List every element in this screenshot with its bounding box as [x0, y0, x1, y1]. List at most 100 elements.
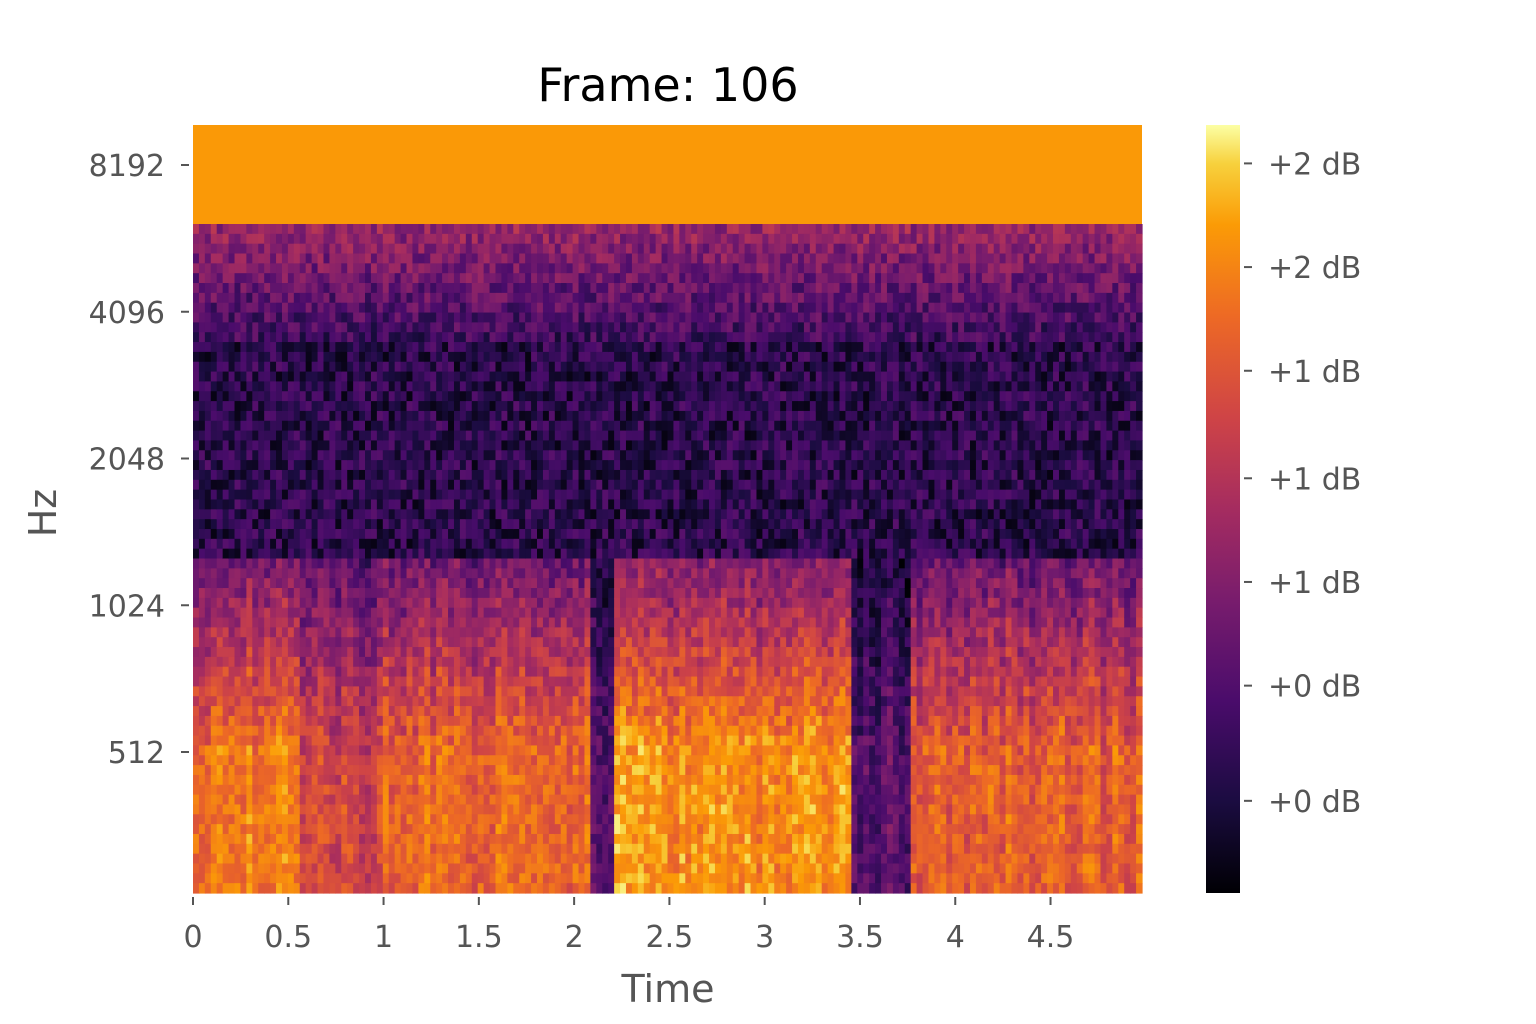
- heatmap-cell: [210, 755, 218, 766]
- heatmap-cell: [525, 224, 532, 235]
- heatmap-cell: [287, 528, 295, 540]
- heatmap-cell: [614, 873, 621, 884]
- heatmap-cell: [620, 853, 627, 865]
- heatmap-cell: [228, 558, 236, 569]
- heatmap-cell: [311, 765, 319, 776]
- heatmap-cell: [453, 233, 461, 245]
- heatmap-cell: [430, 243, 437, 255]
- heatmap-cell: [465, 351, 473, 363]
- heatmap-cell: [365, 233, 372, 245]
- heatmap-cell: [501, 706, 508, 717]
- heatmap-cell: [210, 814, 218, 825]
- heatmap-cell: [483, 420, 491, 432]
- heatmap-cell: [317, 371, 325, 383]
- heatmap-cell: [507, 824, 514, 835]
- heatmap-cell: [436, 548, 443, 560]
- heatmap-cell: [548, 824, 556, 835]
- heatmap-cell: [489, 558, 497, 569]
- heatmap-cell: [430, 430, 437, 442]
- heatmap-cell: [489, 725, 497, 737]
- heatmap-cell: [608, 558, 615, 569]
- heatmap-cell: [293, 784, 301, 796]
- heatmap-cell: [341, 371, 348, 383]
- heatmap-cell: [531, 715, 538, 727]
- heatmap-cell: [382, 440, 390, 451]
- heatmap-cell: [193, 381, 200, 392]
- heatmap-cell: [347, 302, 354, 314]
- heatmap-cell: [281, 548, 289, 560]
- heatmap-cell: [388, 332, 396, 343]
- heatmap-cell: [584, 784, 591, 796]
- heatmap-cell: [483, 597, 491, 609]
- heatmap-cell: [596, 804, 603, 815]
- heatmap-cell: [311, 588, 319, 599]
- heatmap-cell: [590, 430, 597, 442]
- heatmap-cell: [620, 312, 627, 323]
- heatmap-cell: [412, 509, 419, 520]
- heatmap-cell: [453, 499, 461, 510]
- heatmap-cell: [525, 617, 532, 628]
- heatmap-cell: [483, 578, 491, 589]
- heatmap-cell: [216, 853, 224, 865]
- heatmap-cell: [347, 430, 354, 442]
- heatmap-cell: [483, 774, 491, 786]
- heatmap-cell: [382, 322, 390, 333]
- heatmap-cell: [376, 440, 384, 451]
- heatmap-cell: [222, 460, 230, 471]
- heatmap-cell: [513, 263, 520, 274]
- heatmap-cell: [566, 322, 574, 333]
- heatmap-cell: [412, 558, 419, 569]
- heatmap-cell: [471, 774, 479, 786]
- heatmap-cell: [222, 509, 230, 520]
- heatmap-cell: [394, 853, 402, 865]
- heatmap-cell: [240, 430, 247, 442]
- heatmap-cell: [566, 647, 574, 658]
- heatmap-cell: [276, 420, 283, 432]
- heatmap-cell: [501, 568, 508, 579]
- heatmap-cell: [430, 420, 437, 432]
- heatmap-cell: [382, 273, 390, 284]
- heatmap-cell: [418, 548, 425, 560]
- heatmap-cell: [554, 469, 562, 481]
- heatmap-cell: [388, 597, 396, 609]
- heatmap-cell: [305, 292, 313, 304]
- heatmap-cell: [537, 342, 544, 353]
- heatmap-cell: [281, 647, 289, 658]
- heatmap-cell: [228, 843, 236, 855]
- heatmap-cell: [276, 833, 283, 845]
- heatmap-cell: [471, 627, 479, 638]
- heatmap-cell: [519, 676, 526, 687]
- heatmap-cell: [370, 794, 378, 806]
- heatmap-cell: [210, 578, 218, 589]
- heatmap-cell: [531, 696, 538, 707]
- heatmap-cell: [400, 588, 408, 599]
- heatmap-cell: [198, 863, 206, 874]
- heatmap-cell: [347, 224, 354, 235]
- heatmap-cell: [548, 342, 556, 353]
- heatmap-cell: [222, 283, 230, 294]
- heatmap-cell: [620, 450, 627, 461]
- heatmap-cell: [270, 686, 277, 697]
- heatmap-cell: [412, 873, 419, 884]
- heatmap-cell: [376, 774, 384, 786]
- heatmap-cell: [602, 361, 609, 373]
- heatmap-cell: [525, 243, 532, 255]
- heatmap-cell: [572, 814, 580, 825]
- heatmap-cell: [554, 617, 562, 628]
- heatmap-cell: [281, 666, 289, 678]
- heatmap-cell: [483, 499, 491, 510]
- heatmap-cell: [264, 676, 271, 687]
- heatmap-cell: [495, 489, 503, 501]
- heatmap-cell: [442, 440, 449, 451]
- heatmap-cell: [281, 420, 289, 432]
- heatmap-cell: [525, 283, 532, 294]
- heatmap-cell: [204, 371, 212, 383]
- heatmap-cell: [198, 873, 206, 884]
- heatmap-cell: [548, 568, 556, 579]
- heatmap-cell: [376, 292, 384, 304]
- heatmap-cell: [424, 401, 431, 412]
- heatmap-cell: [299, 420, 307, 432]
- heatmap-cell: [572, 391, 580, 402]
- heatmap-cell: [329, 430, 336, 442]
- heatmap-cell: [542, 233, 550, 245]
